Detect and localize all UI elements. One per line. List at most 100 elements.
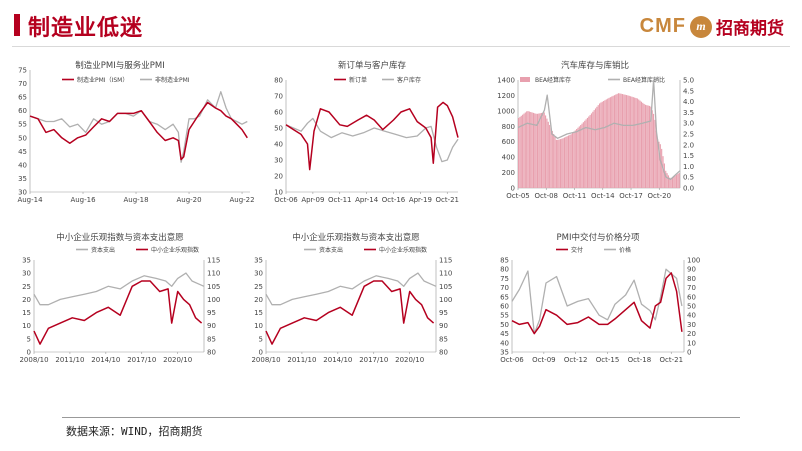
y-tick-label: 55 <box>500 312 509 320</box>
chart-title: PMI中交付与价格分项 <box>557 232 640 243</box>
x-tick-label: Aug-20 <box>176 196 201 204</box>
y2-tick-label: 110 <box>207 270 220 278</box>
inventory-bar <box>553 133 555 188</box>
inventory-bar <box>557 139 559 188</box>
inventory-bar <box>546 118 548 188</box>
y-tick-label: 35 <box>18 175 27 183</box>
y-tick-label: 5 <box>27 335 31 343</box>
chart-auto-inventory: 汽车库存与库销比 BEA经算库存 BEA经算库销比 0 200 400 600 800 1000… <box>497 60 694 200</box>
inventory-bar <box>639 100 641 188</box>
y2-tick-label: 80 <box>687 275 696 283</box>
y-tick-label: 50 <box>274 125 283 133</box>
chart-title: 汽车库存与库销比 <box>561 60 629 71</box>
y2-tick-label: 10 <box>687 339 696 347</box>
y-tick-label: 20 <box>254 296 263 304</box>
y-tick-label: 80 <box>274 77 283 85</box>
inventory-bar <box>561 138 563 188</box>
inventory-bar <box>536 113 539 188</box>
x-tick-label: Apr-14 <box>355 196 379 204</box>
inventory-bar <box>597 105 599 188</box>
inventory-bar <box>607 98 609 188</box>
inventory-bar <box>635 98 637 188</box>
inventory-bar <box>565 136 567 188</box>
y2-tick-label: 115 <box>207 257 220 265</box>
y2-tick-label: 80 <box>207 349 216 357</box>
legend-label: 交付 <box>571 246 583 254</box>
x-tick-label: Aug-14 <box>17 196 43 204</box>
y-tick-label: 35 <box>500 349 509 357</box>
inventory-bar <box>563 137 566 188</box>
inventory-bar <box>642 102 644 188</box>
inventory-bar <box>650 106 652 188</box>
inventory-bar <box>604 100 606 188</box>
y-tick-label: 70 <box>274 93 283 101</box>
inventory-bar <box>540 112 543 188</box>
y-tick-label: 10 <box>274 189 283 197</box>
inventory-bar <box>671 177 674 188</box>
inventory-bar <box>549 124 551 188</box>
inventory-bar <box>653 113 655 188</box>
inventory-bar <box>615 94 617 188</box>
inventory-bar <box>581 123 583 188</box>
inventory-bar <box>551 131 553 188</box>
inventory-bar <box>596 106 598 188</box>
y2-tick-label: 0 <box>687 349 691 357</box>
x-tick-label: 2017/10 <box>359 356 388 364</box>
y-tick-label: 25 <box>22 283 31 291</box>
brand-emblem-icon: m <box>690 15 712 38</box>
inventory-bar <box>566 136 568 188</box>
inventory-bar <box>577 127 579 188</box>
legend-label: 新订单 <box>349 76 367 84</box>
y-tick-label: 60 <box>274 109 283 117</box>
inventory-bar <box>638 99 640 188</box>
header-divider <box>12 46 790 47</box>
y-tick-label: 10 <box>22 322 31 330</box>
x-tick-label: Oct-11 <box>563 192 587 200</box>
series-line-secondary <box>29 91 248 163</box>
inventory-bar <box>543 112 545 188</box>
inventory-bar <box>627 95 629 188</box>
y-tick-label: 45 <box>18 148 27 156</box>
inventory-bar <box>535 113 537 188</box>
x-tick-label: Oct-18 <box>628 356 652 364</box>
y2-tick-label: 100 <box>439 296 452 304</box>
x-tick-label: Oct-14 <box>591 192 615 200</box>
y-tick-label: 30 <box>254 270 263 278</box>
y2-tick-label: 90 <box>687 266 696 274</box>
y-tick-label: 15 <box>254 309 263 317</box>
inventory-bar <box>665 170 667 188</box>
x-tick-label: Oct-06 <box>274 196 298 204</box>
inventory-bar <box>576 129 578 188</box>
brand-logo: CMF m 招商期货 <box>640 14 784 39</box>
y2-tick-label: 105 <box>439 283 452 291</box>
y2-tick-label: 80 <box>439 349 448 357</box>
y2-tick-label: 2.5 <box>683 131 694 139</box>
inventory-bar <box>655 130 657 188</box>
inventory-bar <box>643 103 645 188</box>
x-tick-label: 2008/10 <box>19 356 48 364</box>
y2-tick-label: 0.5 <box>683 174 694 182</box>
x-tick-label: Oct-21 <box>435 196 459 204</box>
y2-tick-label: 5.0 <box>683 77 694 85</box>
inventory-bar <box>644 104 647 188</box>
x-tick-label: 2014/10 <box>323 356 352 364</box>
x-tick-label: Oct-17 <box>619 192 643 200</box>
x-tick-label: 2011/10 <box>55 356 84 364</box>
x-tick-label: Oct-21 <box>659 356 683 364</box>
inventory-bar <box>527 111 529 188</box>
y2-tick-label: 30 <box>687 321 696 329</box>
inventory-bar <box>648 105 651 188</box>
y-tick-label: 200 <box>502 169 515 177</box>
brand-cmf-text: CMF <box>639 15 686 37</box>
inventory-bar <box>675 174 678 188</box>
inventory-bar <box>609 97 611 188</box>
y2-tick-label: 1.0 <box>683 163 694 171</box>
inventory-bar <box>545 115 547 188</box>
y-tick-label: 400 <box>502 154 515 162</box>
y-tick-label: 70 <box>500 284 509 292</box>
y-tick-label: 60 <box>18 107 27 115</box>
series-line-primary <box>265 280 435 345</box>
